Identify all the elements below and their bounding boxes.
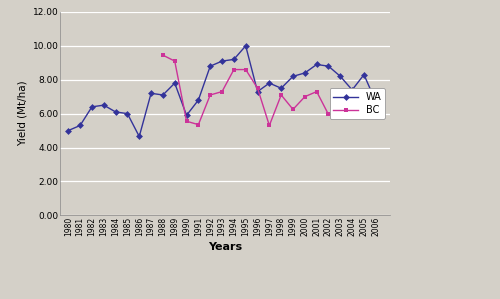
BC bbox=[338, 111, 344, 115]
WA bbox=[314, 63, 320, 66]
BC bbox=[207, 93, 213, 97]
WA bbox=[361, 73, 367, 77]
WA bbox=[101, 103, 107, 107]
WA bbox=[207, 64, 213, 68]
WA bbox=[172, 81, 177, 85]
BC bbox=[290, 108, 296, 111]
WA bbox=[302, 71, 308, 75]
BC bbox=[373, 114, 379, 117]
WA bbox=[326, 64, 332, 68]
WA bbox=[290, 74, 296, 78]
WA bbox=[124, 112, 130, 115]
Legend: WA, BC: WA, BC bbox=[330, 88, 385, 119]
Line: BC: BC bbox=[160, 53, 378, 128]
BC bbox=[242, 68, 248, 71]
WA bbox=[89, 105, 95, 109]
WA bbox=[77, 124, 83, 127]
WA bbox=[160, 93, 166, 97]
BC bbox=[266, 124, 272, 127]
WA bbox=[338, 74, 344, 78]
WA bbox=[112, 110, 118, 114]
X-axis label: Years: Years bbox=[208, 242, 242, 251]
WA bbox=[278, 86, 284, 90]
BC bbox=[219, 90, 225, 93]
BC bbox=[172, 59, 177, 63]
WA bbox=[184, 114, 190, 117]
WA bbox=[136, 135, 142, 138]
WA bbox=[219, 59, 225, 63]
BC bbox=[196, 123, 202, 126]
BC bbox=[314, 90, 320, 93]
WA bbox=[66, 129, 71, 132]
Line: WA: WA bbox=[66, 43, 378, 139]
Y-axis label: Yield (Mt/ha): Yield (Mt/ha) bbox=[17, 81, 27, 147]
BC bbox=[184, 120, 190, 123]
BC bbox=[278, 93, 284, 97]
WA bbox=[349, 88, 355, 92]
WA bbox=[148, 91, 154, 95]
WA bbox=[254, 90, 260, 93]
BC bbox=[302, 95, 308, 98]
WA bbox=[266, 81, 272, 85]
WA bbox=[373, 100, 379, 103]
WA bbox=[242, 44, 248, 48]
WA bbox=[231, 58, 237, 61]
BC bbox=[349, 115, 355, 119]
BC bbox=[231, 68, 237, 71]
BC bbox=[254, 86, 260, 90]
BC bbox=[160, 54, 166, 57]
BC bbox=[361, 106, 367, 109]
BC bbox=[326, 113, 332, 116]
WA bbox=[196, 98, 202, 102]
